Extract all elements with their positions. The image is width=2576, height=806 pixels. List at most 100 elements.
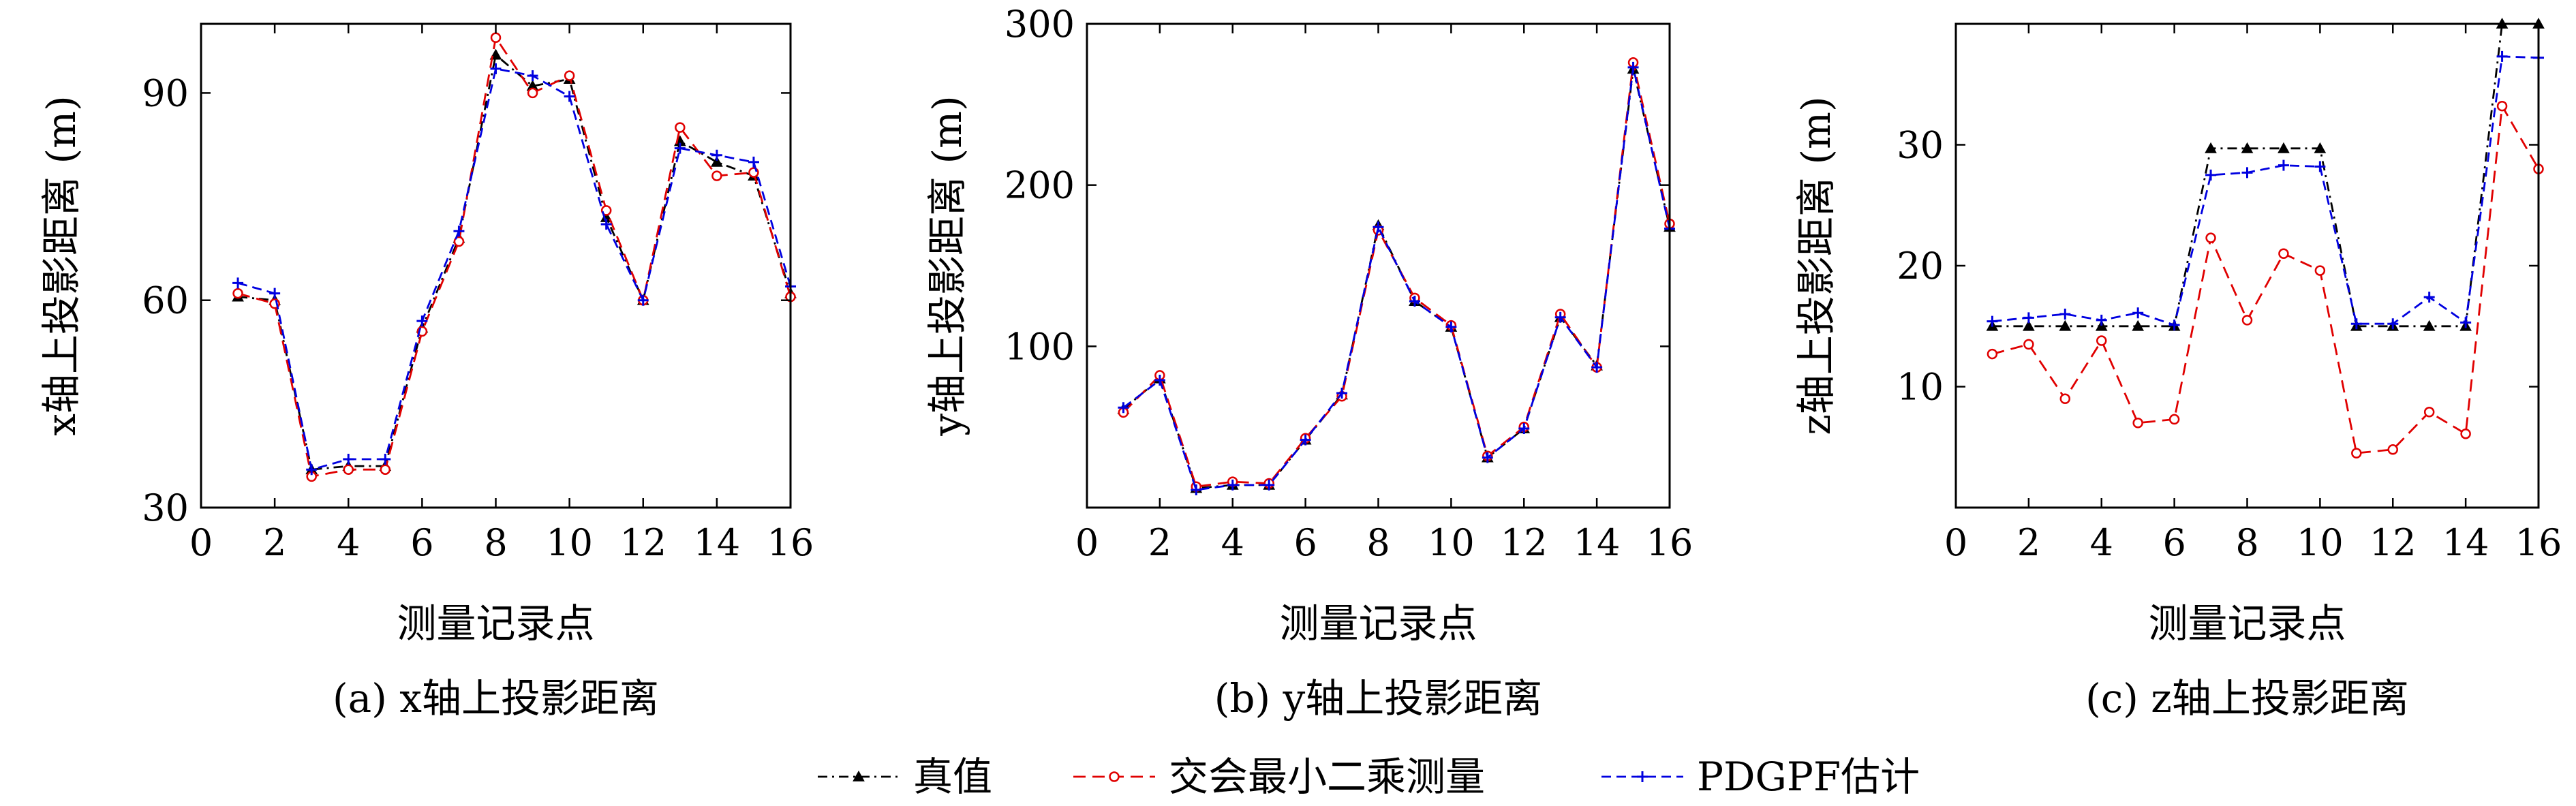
data-point-pdgpf-a [527, 70, 538, 82]
x-tick-label-b: 10 [1428, 521, 1475, 564]
data-point-ls-a [711, 170, 722, 181]
data-point-pdgpf-c [2350, 318, 2362, 330]
series-markers-truth-a [232, 48, 797, 475]
data-point-ls-c [2132, 418, 2143, 429]
data-point-ls-c [2241, 315, 2253, 326]
data-point-ls-c [2059, 393, 2071, 404]
data-point-ls-a [380, 464, 391, 475]
x-tick-label-a: 4 [337, 521, 360, 564]
legend: 真值 交会最小二乘测量 PDGPF估计 [818, 754, 1920, 800]
data-point-pdgpf-c [2460, 317, 2472, 328]
data-point-ls-c [2168, 414, 2180, 425]
data-point-ls-a [675, 122, 686, 133]
data-point-truth-c [2132, 320, 2145, 331]
data-point-ls-c [2460, 428, 2471, 439]
y-axis-label-a: x轴上投影距离 (m) [38, 95, 85, 435]
series-line-ls-a [237, 36, 792, 478]
series-markers-pdgpf-c [1987, 50, 2544, 330]
x-tick-label-c: 4 [2090, 521, 2113, 564]
data-point-pdgpf-b [1409, 296, 1420, 307]
x-tick-label-b: 4 [1221, 521, 1244, 564]
x-tick-label-a: 12 [619, 521, 666, 564]
data-point-pdgpf-b [1518, 423, 1530, 435]
data-point-truth-c [2241, 142, 2254, 153]
data-point-pdgpf-b [1227, 479, 1238, 491]
data-point-pdgpf-b [1482, 452, 1493, 463]
data-point-pdgpf-a [343, 454, 354, 465]
panel-a: 0 2 4 6 8 10 12 14 16 30 60 90 x轴上投影距离 (m) 测量记录点 (a… [38, 22, 814, 722]
data-point-truth-a [711, 155, 723, 167]
legend-entry-ls-measurement: 交会最小二乘测量 [1073, 754, 1485, 800]
x-tick-label-c: 2 [2017, 521, 2040, 564]
data-point-pdgpf-c [2387, 318, 2399, 330]
data-point-pdgpf-c [2423, 292, 2435, 303]
caption-a: (a) x轴上投影距离 [333, 675, 659, 722]
caption-c: (c) z轴上投影距离 [2085, 675, 2409, 722]
data-point-pdgpf-b [1118, 402, 1129, 414]
x-tick-label-b: 8 [1366, 521, 1390, 564]
data-point-pdgpf-a [269, 288, 281, 299]
data-point-truth-c [2205, 142, 2217, 153]
legend-label-truth: 真值 [913, 754, 992, 800]
series-markers-ls-b [1118, 57, 1675, 492]
x-tick-label-b: 12 [1501, 521, 1548, 564]
data-point-pdgpf-c [2205, 169, 2217, 181]
x-tick-label-a: 16 [767, 521, 814, 564]
series-markers-truth-c [1986, 17, 2545, 331]
legend-label-pdgpf: PDGPF估计 [1697, 754, 1920, 800]
y-tick-label-a: 30 [142, 486, 189, 529]
data-point-pdgpf-a [380, 454, 391, 465]
y-tick-label-b: 300 [1005, 3, 1075, 46]
plot-frame-c [1954, 22, 2540, 509]
y-tick-label-c: 20 [1897, 245, 1944, 288]
data-point-ls-c [2351, 448, 2362, 459]
data-point-pdgpf-c [2278, 159, 2289, 171]
data-point-ls-a [527, 87, 538, 99]
legend-entry-truth: 真值 [818, 754, 992, 800]
data-point-pdgpf-a [453, 226, 465, 237]
x-tick-label-b: 0 [1075, 521, 1099, 564]
data-point-ls-c [2023, 339, 2034, 350]
x-axis-label-a: 测量记录点 [397, 600, 594, 647]
data-point-ls-a [343, 464, 354, 475]
data-point-pdgpf-a [306, 464, 318, 476]
data-point-truth-c [2423, 320, 2436, 331]
data-point-pdgpf-a [416, 315, 428, 327]
data-point-pdgpf-c [2132, 307, 2144, 319]
data-point-pdgpf-b [1591, 362, 1603, 373]
y-tick-label-c: 10 [1897, 366, 1944, 409]
panel-c: 0 2 4 6 8 10 12 14 16 10 20 30 z轴上投影距离 (m) 测量记录点 (c… [1793, 17, 2562, 722]
series-line-ls-c [1992, 105, 2540, 454]
series-markers-ls-a [232, 32, 796, 482]
series-markers-pdgpf-a [232, 63, 796, 476]
data-point-pdgpf-a [637, 294, 649, 306]
data-point-pdgpf-c [2314, 161, 2326, 172]
series-line-truth-a [237, 54, 792, 471]
legend-label-ls-measurement: 交会最小二乘测量 [1169, 754, 1485, 800]
data-point-pdgpf-b [1445, 321, 1457, 332]
plot-frame-a [200, 22, 792, 509]
series-line-pdgpf-a [237, 67, 792, 471]
data-point-pdgpf-b [1336, 387, 1348, 399]
data-point-pdgpf-b [1627, 61, 1639, 73]
legend-marker-truth [853, 770, 865, 781]
data-point-ls-a [453, 236, 465, 247]
data-point-ls-c [2423, 407, 2435, 418]
x-tick-label-c: 12 [2370, 521, 2417, 564]
series-markers-truth-b [1117, 63, 1676, 493]
data-point-ls-c [2314, 265, 2326, 276]
data-point-ls-c [2496, 100, 2508, 112]
data-point-pdgpf-a [600, 219, 612, 230]
series-line-truth-c [1992, 22, 2539, 328]
series-line-truth-b [1122, 67, 1671, 489]
data-point-truth-c [2059, 320, 2072, 331]
x-tick-label-c: 0 [1944, 521, 1967, 564]
caption-b: (b) y轴上投影距离 [1214, 675, 1543, 722]
data-point-pdgpf-c [1987, 315, 1998, 327]
data-point-pdgpf-b [1263, 479, 1275, 491]
x-tick-label-c: 10 [2297, 521, 2344, 564]
data-point-ls-a [564, 70, 575, 81]
y-tick-label-c: 30 [1897, 124, 1944, 167]
data-point-pdgpf-a [564, 91, 575, 102]
